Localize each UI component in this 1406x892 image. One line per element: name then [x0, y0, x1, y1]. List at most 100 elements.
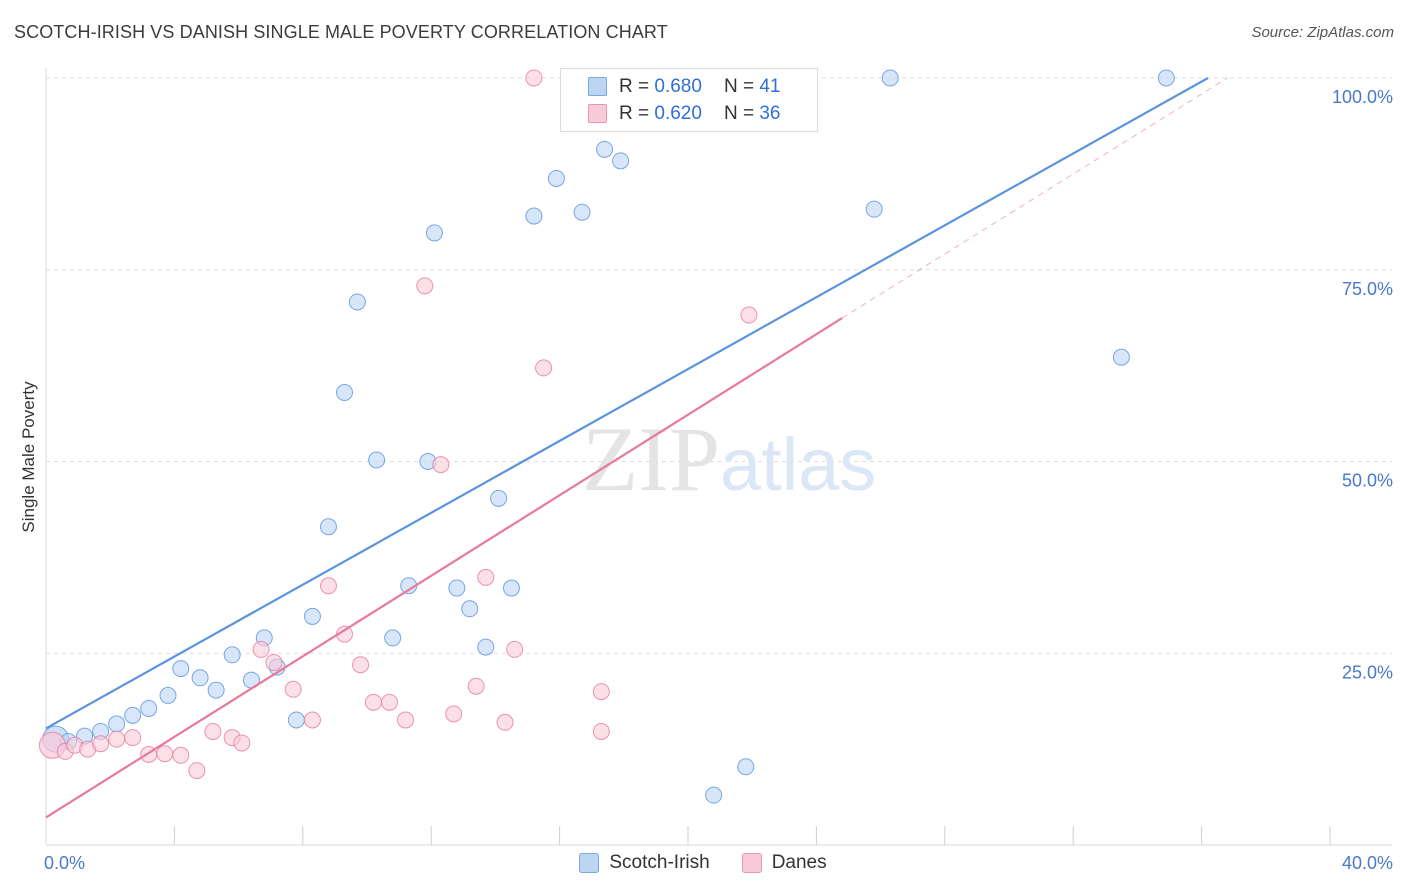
legend-swatch-danes [741, 853, 762, 873]
data-point-danes [535, 359, 553, 377]
data-point-scotch-irish [172, 660, 190, 678]
data-point-danes [303, 711, 321, 729]
data-point-danes [740, 306, 758, 324]
data-point-scotch-irish [303, 607, 321, 625]
data-point-scotch-irish [368, 451, 386, 469]
legend-swatch-scotch-irish [579, 853, 600, 873]
watermark-zip: ZIP [582, 408, 720, 510]
data-point-danes [496, 713, 514, 731]
data-point-scotch-irish [124, 706, 142, 724]
y-axis-label: Single Male Poverty [19, 381, 38, 533]
y-tick-label: 25.0% [1342, 662, 1393, 682]
chart-title: SCOTCH-IRISH VS DANISH SINGLE MALE POVER… [14, 22, 668, 42]
legend-r-value: 0.680 [654, 75, 702, 97]
legend-n-value: 41 [759, 75, 781, 97]
data-point-scotch-irish [425, 224, 443, 242]
data-point-danes [204, 722, 222, 740]
data-point-danes [233, 734, 251, 752]
data-point-danes [172, 746, 190, 764]
legend-item-danes[interactable]: Danes [741, 852, 827, 874]
y-tick-label: 75.0% [1342, 279, 1393, 299]
data-point-scotch-irish [287, 711, 305, 729]
data-point-danes [380, 693, 398, 711]
data-point-scotch-irish [737, 758, 755, 776]
data-point-scotch-irish [191, 669, 209, 687]
data-point-scotch-irish [448, 579, 466, 597]
source-label: Source: ZipAtlas.com [1251, 24, 1394, 41]
data-point-scotch-irish [573, 203, 591, 221]
legend-swatch-danes [588, 104, 607, 123]
data-point-scotch-irish [502, 579, 520, 597]
data-point-danes [506, 640, 524, 658]
legend-label-danes: Danes [771, 852, 827, 873]
data-points [38, 69, 1175, 804]
data-point-scotch-irish [108, 715, 126, 733]
data-point-danes [445, 705, 463, 723]
data-point-danes [188, 762, 206, 780]
watermark-atlas: atlas [720, 423, 876, 506]
y-tick-label: 100.0% [1332, 87, 1393, 107]
data-point-scotch-irish [207, 681, 225, 699]
data-point-danes [352, 656, 370, 674]
data-point-scotch-irish [547, 169, 565, 187]
data-point-scotch-irish [596, 140, 614, 158]
data-point-danes [525, 69, 543, 87]
data-point-scotch-irish [881, 69, 899, 87]
data-point-scotch-irish [1112, 348, 1130, 366]
x-tick-label: 0.0% [44, 853, 85, 873]
y-tick-label: 50.0% [1342, 471, 1393, 491]
trendlines [45, 77, 1228, 819]
data-point-danes [364, 693, 382, 711]
data-point-scotch-irish [140, 699, 158, 717]
trendline-extension-danes [841, 77, 1228, 319]
data-point-danes [108, 730, 126, 748]
x-tick-label: 40.0% [1342, 853, 1393, 873]
data-point-danes [284, 680, 302, 698]
data-point-danes [252, 640, 270, 658]
data-point-danes [397, 711, 415, 729]
data-point-danes [124, 729, 142, 747]
legend-r-value: 0.620 [654, 102, 702, 124]
data-point-scotch-irish [705, 786, 723, 804]
data-point-scotch-irish [1157, 69, 1175, 87]
data-point-danes [592, 722, 610, 740]
data-point-scotch-irish [865, 200, 883, 218]
data-point-scotch-irish [319, 518, 337, 536]
data-point-scotch-irish [159, 686, 177, 704]
data-point-scotch-irish [612, 152, 630, 170]
grid-lines [46, 77, 1392, 654]
correlation-legend: R = 0.680 N = 41 R = 0.620 N = 36 [560, 68, 818, 132]
data-point-scotch-irish [384, 629, 402, 647]
legend-n-value: 36 [759, 102, 781, 124]
data-point-danes [432, 456, 450, 474]
data-point-scotch-irish [477, 638, 495, 656]
series-legend: Scotch-Irish Danes [0, 852, 1406, 874]
data-point-danes [416, 277, 434, 295]
legend-row-danes: R = 0.620 N = 36 [561, 100, 780, 127]
tick-labels: 25.0% 50.0% 75.0% 100.0% 0.0% 40.0% [44, 87, 1393, 873]
data-point-scotch-irish [223, 646, 241, 664]
data-point-danes [467, 677, 485, 695]
legend-n-label: N = [723, 75, 755, 97]
data-point-scotch-irish [348, 293, 366, 311]
data-point-scotch-irish [490, 489, 508, 507]
data-point-danes [156, 745, 174, 763]
data-point-danes [477, 568, 495, 586]
data-point-danes [592, 683, 610, 701]
data-point-danes [265, 653, 283, 671]
data-point-scotch-irish [461, 600, 479, 618]
data-point-danes [92, 735, 110, 753]
data-point-danes [319, 577, 337, 595]
trendline-danes [45, 317, 843, 819]
data-point-scotch-irish [525, 207, 543, 225]
legend-label-scotch-irish: Scotch-Irish [609, 852, 710, 873]
trendline-scotch-irish [45, 77, 1209, 730]
legend-row-scotch-irish: R = 0.680 N = 41 [561, 73, 780, 100]
legend-item-scotch-irish[interactable]: Scotch-Irish [579, 852, 710, 874]
legend-swatch-scotch-irish [588, 77, 607, 96]
data-point-scotch-irish [336, 383, 354, 401]
legend-r-label: R = [619, 75, 650, 97]
axes [45, 68, 1392, 846]
legend-r-label: R = [619, 102, 650, 124]
